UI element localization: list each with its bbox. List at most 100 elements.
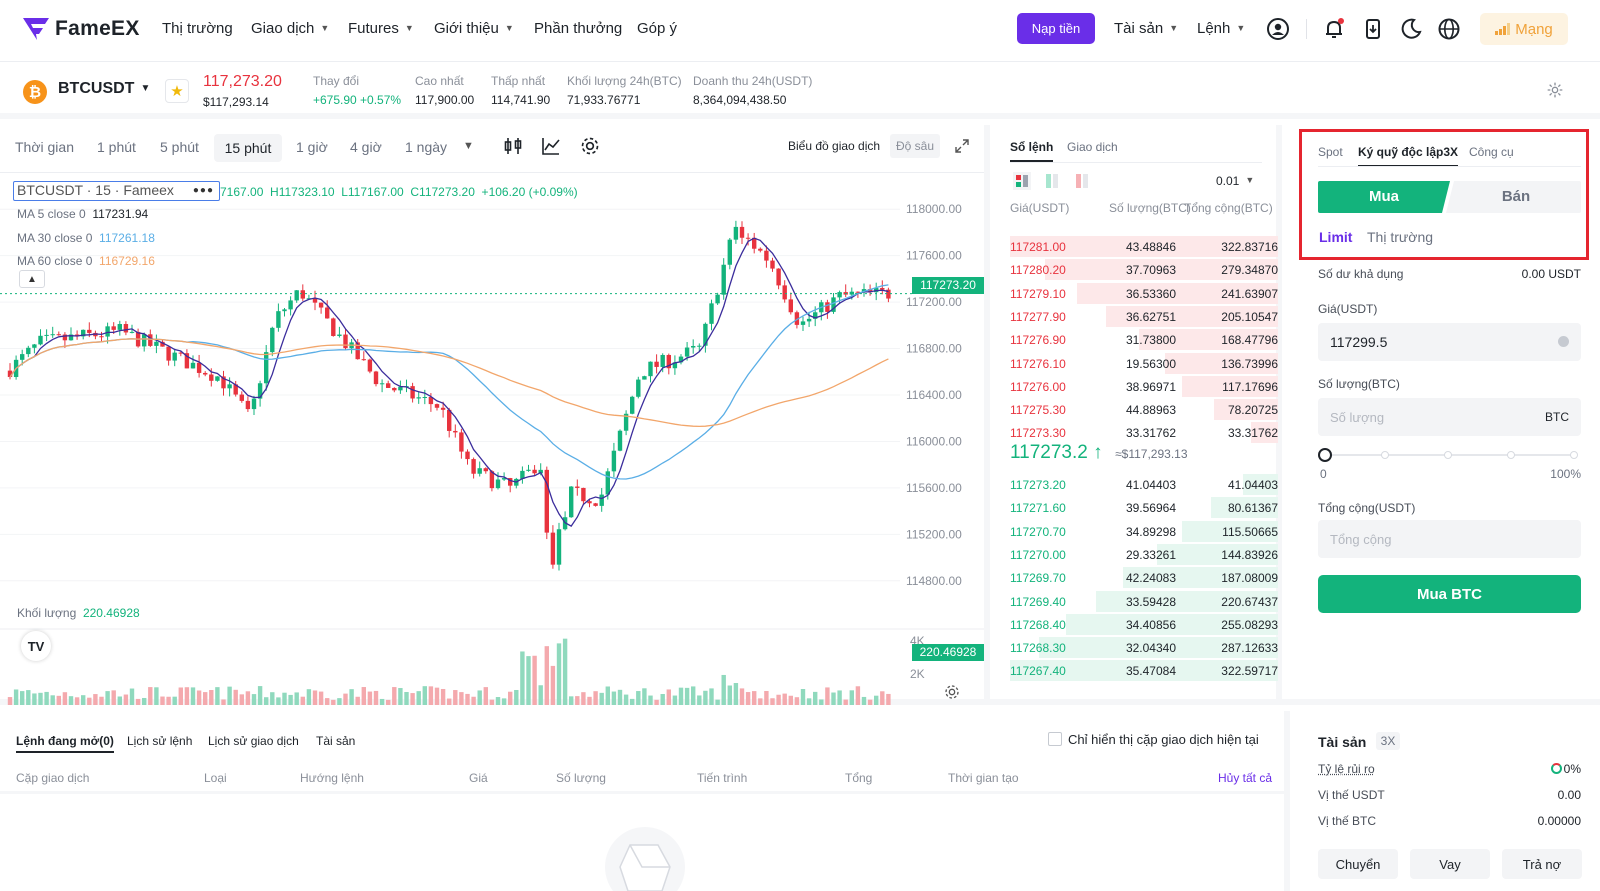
bell-icon[interactable]: [1322, 17, 1346, 41]
order-type-market[interactable]: Thị trường: [1367, 229, 1434, 245]
moon-icon[interactable]: [1399, 17, 1423, 41]
buy-btc-button[interactable]: Mua BTC: [1318, 575, 1581, 613]
borrow-button[interactable]: Vay: [1410, 849, 1490, 879]
candle-body: [471, 459, 476, 474]
bid-row[interactable]: 117269.70 42.24083 187.08009: [1010, 566, 1278, 589]
interval-1h[interactable]: 1 giờ: [296, 139, 328, 155]
candlestick-type-icon[interactable]: [503, 136, 523, 156]
bid-row[interactable]: 117268.30 32.04340 287.12633: [1010, 636, 1278, 659]
interval-15m-active[interactable]: 15 phút: [214, 134, 282, 162]
favorite-star-button[interactable]: ★: [165, 79, 189, 103]
download-icon[interactable]: [1361, 17, 1385, 41]
nav-assets[interactable]: Tài sản ▼: [1114, 20, 1179, 37]
ask-row[interactable]: 117277.90 36.62751 205.10547: [1010, 305, 1278, 328]
interval-more-chevron-icon[interactable]: ▼: [463, 140, 474, 152]
assets-title: Tài sản: [1318, 734, 1367, 750]
volume-bar: [782, 693, 787, 705]
orderbook-bids-icon[interactable]: [1042, 171, 1062, 191]
clear-icon[interactable]: [1558, 336, 1569, 347]
symbol-selector[interactable]: BTCUSDT ▼: [58, 80, 150, 98]
quantity-input[interactable]: Số lượng BTC: [1318, 398, 1581, 436]
nav-trade[interactable]: Giao dịch ▼: [251, 20, 330, 37]
tab-spot[interactable]: Spot: [1318, 145, 1343, 159]
interval-1d[interactable]: 1 ngày: [405, 139, 448, 155]
nav-market[interactable]: Thị trường: [162, 20, 233, 37]
view-trading-chart[interactable]: Biểu đồ giao dịch: [788, 139, 881, 153]
nav-orders[interactable]: Lệnh ▼: [1197, 20, 1246, 37]
amount-slider[interactable]: [1318, 447, 1581, 463]
chart-settings-icon[interactable]: [580, 136, 600, 156]
fullscreen-icon[interactable]: [955, 139, 969, 153]
bid-row[interactable]: 117269.40 33.59428 220.67437: [1010, 590, 1278, 613]
tab-tools[interactable]: Công cụ: [1469, 145, 1514, 159]
order-type-limit[interactable]: Limit: [1319, 229, 1353, 245]
interval-1m[interactable]: 1 phút: [97, 139, 136, 155]
tab-order-history[interactable]: Lịch sử lệnh: [127, 734, 193, 748]
star-icon: ★: [170, 83, 184, 100]
ask-row[interactable]: 117276.90 31.73800 168.47796: [1010, 328, 1278, 351]
indicators-icon[interactable]: [541, 136, 561, 156]
bid-row[interactable]: 117267.40 35.47084 322.59717: [1010, 659, 1278, 682]
volume-bar: [74, 697, 80, 705]
price-input[interactable]: 117299.5: [1318, 323, 1581, 361]
ask-row[interactable]: 117280.20 37.70963 279.34870: [1010, 258, 1278, 281]
logo[interactable]: FameEX: [23, 16, 140, 42]
tab-open-orders[interactable]: Lệnh đang mở(0): [16, 734, 114, 753]
price-chart[interactable]: 118000.00 117600.00 117200.00 116800.00 1164…: [0, 174, 984, 705]
candle-body: [434, 404, 440, 408]
nav-futures[interactable]: Futures ▼: [348, 20, 414, 37]
chart-symbol-legend[interactable]: BTCUSDT · 15 · Fameex ●●●: [13, 181, 220, 201]
cancel-all-link[interactable]: Hủy tất cả: [1218, 771, 1273, 785]
slider-handle[interactable]: [1318, 448, 1332, 462]
nav-feedback[interactable]: Góp ý: [637, 20, 678, 37]
tradingview-logo-icon[interactable]: TV: [21, 631, 51, 661]
interval-5m[interactable]: 5 phút: [160, 139, 199, 155]
user-icon[interactable]: [1266, 17, 1290, 41]
time-axis-settings-icon[interactable]: [944, 684, 960, 700]
globe-icon[interactable]: [1437, 17, 1461, 41]
interval-4h[interactable]: 4 giờ: [350, 139, 382, 155]
ask-row[interactable]: 117275.30 44.88963 78.20725: [1010, 398, 1278, 421]
slider-step[interactable]: [1507, 451, 1515, 459]
nav-rewards[interactable]: Phần thưởng: [534, 20, 623, 37]
bid-row[interactable]: 117270.70 34.89298 115.50665: [1010, 520, 1278, 543]
ask-row[interactable]: 117279.10 36.53360 241.63907: [1010, 282, 1278, 305]
nav-about[interactable]: Giới thiệu ▼: [434, 20, 514, 37]
tab-isolated-margin[interactable]: Ký quỹ độc lập3X: [1358, 145, 1459, 167]
tab-orderbook[interactable]: Sổ lệnh: [1010, 140, 1054, 162]
bid-row[interactable]: 117270.00 29.33261 144.83926: [1010, 543, 1278, 566]
tab-trades[interactable]: Giao dịch: [1067, 140, 1118, 154]
ask-row[interactable]: 117281.00 43.48846 322.83716: [1010, 235, 1278, 258]
total-input[interactable]: Tổng cộng: [1318, 520, 1581, 558]
current-pair-checkbox[interactable]: [1048, 732, 1062, 746]
slider-step[interactable]: [1381, 451, 1389, 459]
repay-button[interactable]: Trả nợ: [1502, 849, 1582, 879]
ask-row[interactable]: 117273.30 33.31762 33.31762: [1010, 421, 1278, 444]
orderbook-both-icon[interactable]: [1012, 171, 1032, 191]
settings-gear-icon[interactable]: [1547, 82, 1563, 98]
bid-row[interactable]: 117273.20 41.04403 41.04403: [1010, 473, 1278, 496]
collapse-legend-button[interactable]: ▲: [19, 270, 45, 288]
volume-bar: [495, 697, 501, 705]
network-status[interactable]: Mạng: [1480, 13, 1568, 45]
orderbook-asks-icon[interactable]: [1072, 171, 1092, 191]
view-depth-chart[interactable]: Độ sâu: [890, 134, 940, 158]
current-pair-filter-label[interactable]: Chỉ hiển thị cặp giao dịch hiện tại: [1068, 732, 1259, 747]
ask-row[interactable]: 117276.10 19.56300 136.73996: [1010, 352, 1278, 375]
transfer-button[interactable]: Chuyển: [1318, 849, 1398, 879]
ask-row[interactable]: 117276.00 38.96971 117.17696: [1010, 375, 1278, 398]
tab-trade-history[interactable]: Lịch sử giao dịch: [208, 734, 299, 748]
precision-select[interactable]: 0.01 ▼: [1216, 174, 1255, 188]
deposit-button[interactable]: Nạp tiền: [1017, 13, 1095, 44]
buy-tab[interactable]: Mua: [1369, 188, 1399, 205]
tab-order-assets[interactable]: Tài sản: [316, 734, 356, 748]
candle-body: [806, 318, 812, 322]
bid-row[interactable]: 117271.60 39.56964 80.61367: [1010, 496, 1278, 519]
candle-body: [691, 345, 696, 348]
bid-row[interactable]: 117268.40 34.40856 255.08293: [1010, 613, 1278, 636]
interval-time[interactable]: Thời gian: [15, 139, 74, 155]
sell-tab[interactable]: Bán: [1501, 188, 1531, 205]
slider-step[interactable]: [1570, 451, 1578, 459]
slider-step[interactable]: [1444, 451, 1452, 459]
